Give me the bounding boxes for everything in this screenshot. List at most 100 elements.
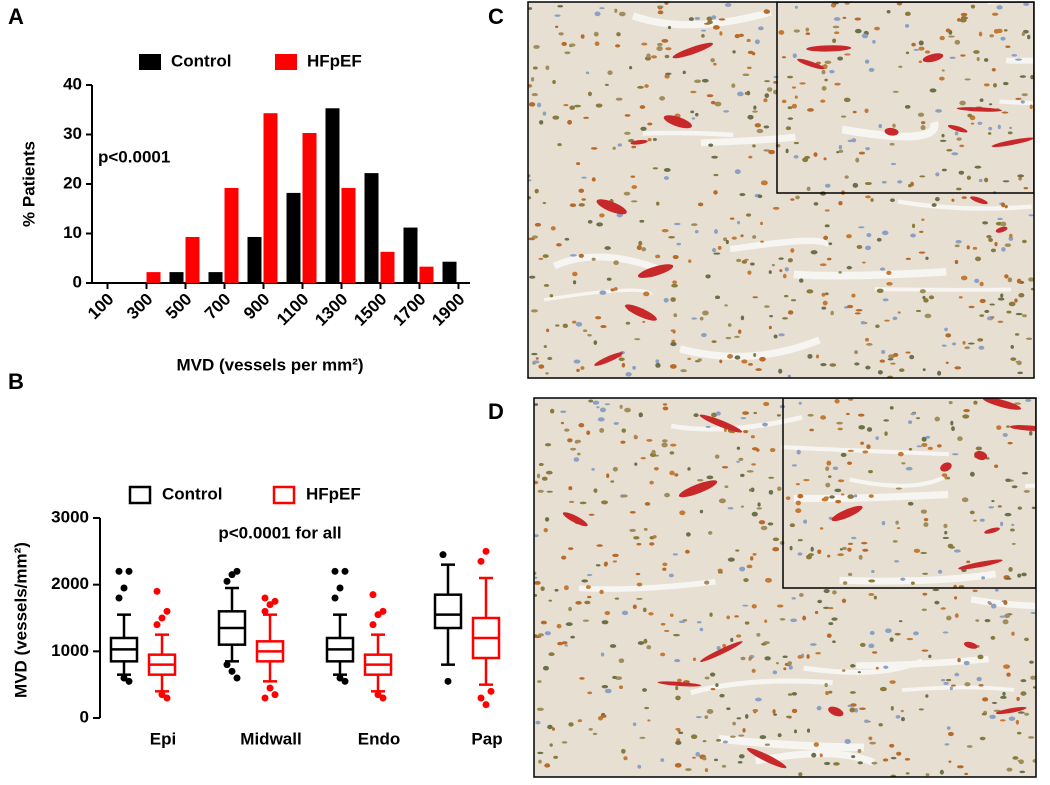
nucleus — [960, 12, 968, 17]
nucleus — [894, 560, 900, 563]
nucleus — [951, 684, 956, 687]
outlier — [261, 694, 269, 702]
nucleus — [588, 399, 594, 403]
nucleus — [752, 296, 759, 299]
nucleus — [575, 600, 582, 605]
nucleus — [846, 234, 852, 239]
outlier — [331, 594, 339, 602]
nucleus — [697, 358, 702, 362]
bar — [185, 236, 200, 283]
nucleus — [786, 715, 792, 719]
nucleus — [978, 684, 984, 687]
nucleus — [599, 407, 606, 413]
nucleus — [819, 263, 827, 267]
nucleus — [843, 97, 851, 103]
nucleus — [1007, 131, 1013, 135]
nucleus — [821, 292, 826, 297]
nucleus — [533, 44, 540, 49]
nucleus — [1024, 712, 1030, 716]
nucleus — [853, 494, 858, 498]
nucleus — [898, 620, 903, 623]
tissue-gap — [970, 596, 1036, 610]
nucleus — [941, 69, 945, 72]
nucleus — [989, 303, 995, 306]
nucleus — [1017, 711, 1025, 714]
outlier — [379, 607, 387, 615]
nucleus — [793, 29, 800, 33]
nucleus — [778, 333, 785, 337]
nucleus — [813, 742, 819, 747]
nucleus — [939, 139, 947, 142]
nucleus — [878, 123, 883, 129]
nucleus — [790, 618, 798, 623]
nucleus — [568, 606, 572, 612]
nucleus — [617, 143, 623, 147]
nucleus — [869, 630, 875, 636]
nucleus — [732, 721, 736, 726]
nucleus — [737, 760, 743, 764]
nucleus — [738, 33, 744, 38]
nucleus — [573, 359, 581, 364]
micrograph — [528, 2, 1034, 378]
nucleus — [820, 415, 827, 420]
nucleus — [709, 672, 716, 677]
nucleus — [805, 554, 812, 560]
nucleus — [929, 88, 937, 93]
nucleus — [691, 117, 696, 120]
nucleus — [852, 182, 859, 188]
nucleus — [859, 707, 866, 710]
nucleus — [781, 56, 786, 59]
nucleus — [553, 755, 559, 759]
nucleus — [572, 271, 578, 277]
nucleus — [905, 51, 910, 55]
nucleus — [664, 54, 670, 59]
x-tick-label: 1100 — [273, 290, 313, 330]
nucleus — [702, 310, 709, 316]
nucleus — [632, 604, 637, 610]
nucleus — [534, 580, 541, 585]
nucleus — [739, 566, 746, 572]
nucleus — [967, 113, 973, 118]
nucleus — [921, 436, 927, 442]
nucleus — [604, 403, 611, 406]
outlier — [153, 621, 161, 629]
nucleus — [543, 345, 547, 348]
x-tick-label: 500 — [162, 290, 195, 323]
nucleus — [643, 291, 650, 297]
nucleus — [880, 267, 886, 271]
nucleus — [734, 33, 740, 39]
nucleus — [573, 457, 580, 462]
nucleus — [783, 294, 789, 298]
nucleus — [991, 12, 999, 16]
nucleus — [1002, 691, 1006, 696]
nucleus — [934, 416, 941, 422]
legend-swatch — [139, 54, 161, 70]
inset — [776, 2, 1034, 194]
nucleus — [664, 492, 671, 498]
nucleus — [984, 58, 989, 62]
nucleus — [996, 28, 1003, 34]
nucleus — [790, 198, 795, 201]
tissue-gap — [793, 267, 947, 280]
nucleus — [826, 257, 832, 261]
nucleus — [921, 649, 929, 652]
nucleus — [694, 79, 702, 84]
nucleus — [809, 643, 817, 646]
nucleus — [551, 727, 556, 731]
nucleus — [964, 772, 969, 776]
nucleus — [838, 149, 844, 153]
nucleus — [895, 487, 902, 490]
nucleus — [600, 325, 607, 329]
nucleus — [688, 259, 692, 263]
nucleus — [642, 320, 646, 323]
tissue-gap — [793, 490, 949, 503]
nucleus — [764, 656, 771, 661]
nucleus — [650, 55, 657, 59]
nucleus — [946, 678, 952, 682]
nucleus — [954, 259, 959, 265]
nucleus — [957, 657, 961, 663]
nucleus — [704, 768, 709, 773]
nucleus — [583, 116, 590, 119]
nucleus — [816, 705, 822, 711]
nucleus — [549, 294, 554, 298]
